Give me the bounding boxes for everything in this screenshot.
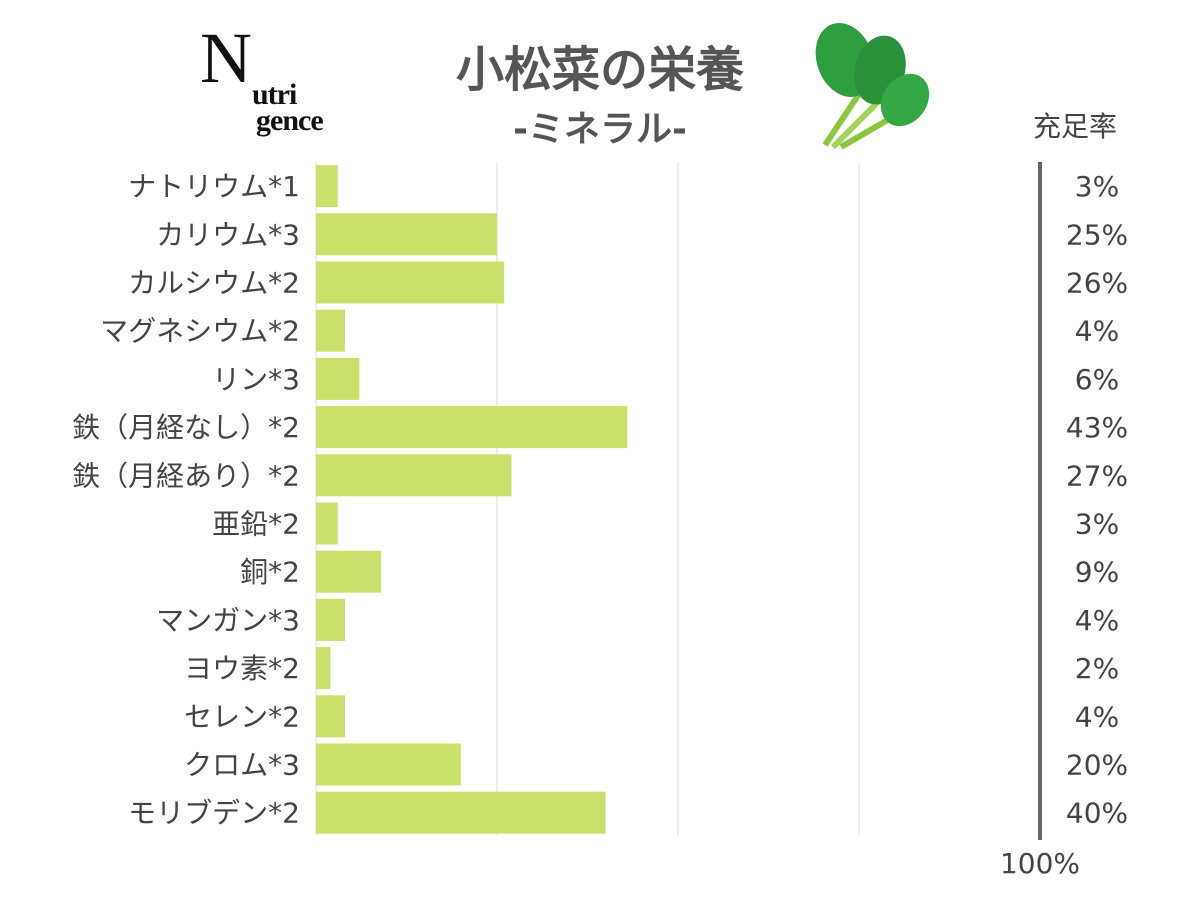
- value-label: 9%: [1075, 556, 1119, 589]
- category-label: 銅*2: [240, 556, 300, 589]
- category-label: カリウム*3: [156, 218, 300, 251]
- bar-10: [316, 647, 331, 690]
- max-label: 100%: [1000, 847, 1080, 880]
- bar-7: [316, 502, 338, 545]
- value-label: 4%: [1075, 315, 1119, 348]
- bar-6: [316, 454, 512, 497]
- value-label: 25%: [1066, 218, 1128, 251]
- category-label: カルシウム*2: [128, 267, 300, 300]
- value-label: 26%: [1066, 267, 1128, 300]
- value-label: 3%: [1075, 508, 1119, 541]
- bar-2: [316, 261, 505, 304]
- fulfillment-rate-header: 充足率: [1032, 110, 1117, 143]
- bar-12: [316, 743, 461, 786]
- category-label: ナトリウム*1: [128, 170, 300, 203]
- category-label: マグネシウム*2: [100, 315, 300, 348]
- category-label: モリブデン*2: [128, 797, 300, 830]
- komatsuna-icon: [805, 15, 935, 154]
- bar-13: [316, 791, 606, 834]
- value-label: 4%: [1075, 604, 1119, 637]
- chart-title: 小松菜の栄養: [455, 42, 744, 98]
- value-label: 6%: [1075, 363, 1119, 396]
- value-label: 20%: [1066, 749, 1128, 782]
- category-label: 鉄（月経あり）*2: [72, 459, 300, 492]
- bar-0: [316, 165, 338, 208]
- category-label: リン*3: [212, 363, 300, 396]
- bar-3: [316, 309, 345, 352]
- category-label: マンガン*3: [156, 604, 300, 637]
- category-label: クロム*3: [184, 749, 300, 782]
- bar-5: [316, 406, 628, 449]
- bar-1: [316, 213, 497, 256]
- bar-11: [316, 695, 345, 738]
- chart-subtitle: -ミネラル-: [513, 109, 687, 150]
- category-label: 鉄（月経なし）*2: [72, 411, 300, 444]
- bar-4: [316, 357, 360, 400]
- value-label: 3%: [1075, 170, 1119, 203]
- value-label: 4%: [1075, 700, 1119, 733]
- bar-9: [316, 598, 345, 641]
- category-label: セレン*2: [184, 700, 300, 733]
- value-label: 2%: [1075, 652, 1119, 685]
- value-label: 43%: [1066, 411, 1128, 444]
- category-label: ヨウ素*2: [184, 652, 300, 685]
- category-label: 亜鉛*2: [212, 508, 300, 541]
- bar-8: [316, 550, 382, 593]
- value-label: 27%: [1066, 459, 1128, 492]
- value-label: 40%: [1066, 797, 1128, 830]
